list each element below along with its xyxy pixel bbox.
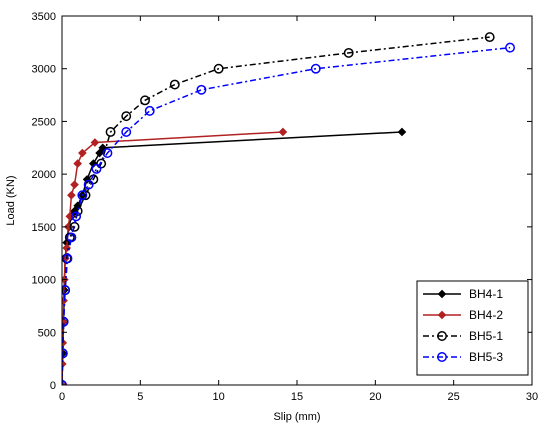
y-tick-label: 500 bbox=[38, 327, 56, 339]
legend-item-bh4-1: BH4-1 bbox=[423, 287, 503, 301]
x-tick-label: 0 bbox=[59, 391, 65, 403]
x-tick-label: 15 bbox=[291, 391, 303, 403]
data-point-bh4-2 bbox=[62, 380, 67, 385]
data-point-bh5-3 bbox=[144, 105, 155, 116]
data-point-bh5-3 bbox=[62, 316, 69, 327]
legend-box bbox=[416, 280, 529, 376]
x-tick-label: 25 bbox=[448, 391, 460, 403]
data-point-bh5-1 bbox=[213, 63, 224, 74]
data-point-bh5-3 bbox=[91, 163, 102, 174]
legend: BH4-1 BH4-2 BH5-1 BH5-3 bbox=[416, 280, 529, 376]
data-point-bh5-3 bbox=[196, 84, 207, 95]
data-point-bh4-2 bbox=[67, 190, 76, 200]
data-point-bh5-3 bbox=[310, 63, 321, 74]
data-point-bh5-3 bbox=[505, 42, 516, 53]
legend-swatch-marker bbox=[437, 289, 447, 299]
data-point-bh4-2 bbox=[70, 180, 79, 189]
legend-item-bh4-2: BH4-2 bbox=[423, 308, 503, 322]
x-tick-label: 30 bbox=[526, 391, 538, 403]
legend-item-bh5-3: BH5-3 bbox=[423, 350, 503, 364]
legend-swatch-marker bbox=[437, 310, 447, 320]
legend-swatch-marker bbox=[437, 352, 447, 362]
y-tick-label: 2000 bbox=[32, 169, 56, 181]
series-line-bh5-3 bbox=[62, 46, 511, 385]
data-point-bh5-1 bbox=[121, 111, 132, 122]
data-point-bh5-3 bbox=[121, 127, 132, 137]
legend-label: BH5-3 bbox=[469, 350, 503, 364]
data-point-bh5-3 bbox=[66, 232, 77, 243]
legend-label: BH4-1 bbox=[469, 287, 503, 301]
data-point-bh5-3 bbox=[71, 211, 82, 222]
data-point-bh4-2 bbox=[278, 127, 288, 137]
data-point-bh5-3 bbox=[77, 190, 88, 201]
data-point-bh4-1 bbox=[95, 148, 104, 158]
y-tick-label: 1500 bbox=[32, 222, 56, 234]
y-tick-label: 0 bbox=[50, 380, 56, 392]
legend-label: BH5-1 bbox=[469, 329, 503, 343]
data-point-bh5-3 bbox=[62, 348, 68, 359]
x-tick-label: 20 bbox=[369, 391, 381, 403]
data-point-bh4-1 bbox=[397, 127, 407, 137]
data-point-bh4-2 bbox=[78, 148, 87, 158]
data-point-bh5-1 bbox=[484, 32, 495, 43]
legend-label: BH4-2 bbox=[469, 308, 503, 322]
data-point-bh5-3 bbox=[102, 148, 113, 159]
data-point-bh4-2 bbox=[73, 159, 82, 168]
data-point-bh5-1 bbox=[140, 95, 150, 106]
y-tick-label: 3500 bbox=[32, 11, 56, 23]
legend-swatch-marker bbox=[437, 331, 447, 341]
data-point-bh5-1 bbox=[105, 127, 116, 137]
data-point-bh5-3 bbox=[83, 179, 94, 190]
y-tick-label: 3000 bbox=[32, 64, 56, 76]
data-point-bh5-3 bbox=[62, 253, 73, 264]
data-point-bh5-3 bbox=[62, 285, 71, 296]
y-axis-label: Load (KN) bbox=[5, 175, 17, 225]
data-point-bh5-1 bbox=[343, 47, 354, 58]
legend-item-bh5-1: BH5-1 bbox=[423, 329, 503, 343]
x-tick-label: 5 bbox=[137, 391, 143, 403]
x-tick-label: 10 bbox=[213, 391, 225, 403]
data-point-bh4-2 bbox=[90, 138, 100, 147]
y-tick-label: 1000 bbox=[32, 275, 56, 287]
data-point-bh5-1 bbox=[72, 206, 83, 216]
x-axis-label: Slip (mm) bbox=[273, 411, 320, 423]
data-point-bh5-1 bbox=[169, 79, 180, 90]
y-tick-label: 2500 bbox=[32, 116, 56, 128]
